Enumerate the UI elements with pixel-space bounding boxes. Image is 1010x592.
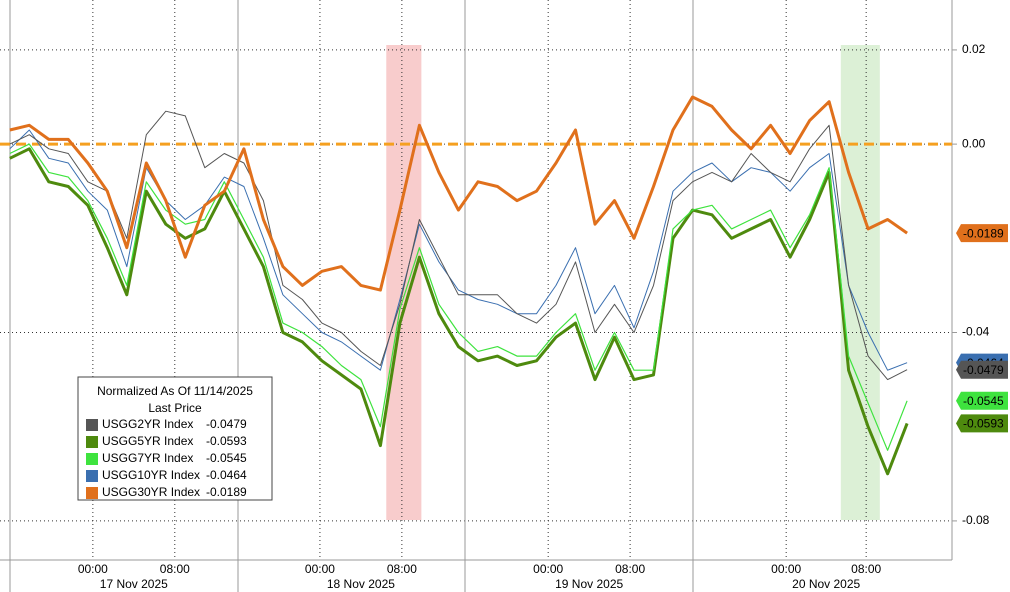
- legend-label: USGG7YR Index: [102, 451, 193, 465]
- legend-value: -0.0189: [206, 485, 247, 499]
- legend-subtitle: Last Price: [148, 401, 202, 415]
- value-tag-label: -0.0189: [963, 226, 1004, 240]
- x-tick-label: 08:00: [387, 562, 417, 576]
- shaded-region: [840, 45, 880, 520]
- series-line: [9, 143, 908, 451]
- axis-labels: 0.02 0.00 -0.04 -0.08 00:00 08:00 00:00 08:00 00…: [78, 42, 990, 591]
- legend-label: USGG5YR Index: [102, 434, 193, 448]
- value-tag-label: -0.0545: [963, 394, 1004, 408]
- lines: [0, 95, 952, 476]
- date-label: 18 Nov 2025: [327, 577, 395, 591]
- date-label: 20 Nov 2025: [792, 577, 860, 591]
- legend-label: USGG30YR Index: [102, 485, 200, 499]
- legend: Normalized As Of 11/14/2025 Last Price U…: [77, 376, 273, 501]
- legend-swatch: [86, 470, 98, 482]
- date-label: 17 Nov 2025: [100, 577, 168, 591]
- x-tick-label: 00:00: [305, 562, 335, 576]
- legend-swatch: [86, 419, 98, 431]
- legend-label: USGG10YR Index: [102, 468, 200, 482]
- x-tick-label: 00:00: [771, 562, 801, 576]
- series-line: [9, 147, 909, 476]
- x-tick-label: 00:00: [78, 562, 108, 576]
- legend-value: -0.0593: [206, 434, 247, 448]
- series-line: [9, 95, 908, 292]
- value-tag: [956, 224, 1008, 243]
- value-tag: [956, 391, 1008, 410]
- legend-box: [77, 376, 273, 501]
- value-tag: [956, 414, 1008, 433]
- x-tick-label: 00:00: [533, 562, 563, 576]
- last-value-tags: -0.0464-0.0479-0.0545-0.0593-0.0189: [956, 224, 1008, 433]
- legend-value: -0.0464: [206, 468, 247, 482]
- y-tick-label: 0.00: [962, 136, 986, 150]
- legend-swatch: [86, 453, 98, 465]
- legend-value: -0.0545: [206, 451, 247, 465]
- y-tick-label: 0.02: [962, 42, 986, 56]
- value-tag-label: -0.0593: [963, 417, 1004, 431]
- x-tick-label: 08:00: [160, 562, 190, 576]
- grid: [0, 0, 957, 560]
- series-line: [9, 110, 908, 381]
- legend-swatch: [86, 436, 98, 448]
- date-label: 19 Nov 2025: [555, 577, 623, 591]
- x-tick-label: 08:00: [615, 562, 645, 576]
- y-tick-label: -0.04: [962, 325, 990, 339]
- y-tick-label: -0.08: [962, 513, 990, 527]
- value-tag: [956, 360, 1008, 379]
- legend-title: Normalized As Of 11/14/2025: [97, 384, 253, 398]
- x-tick-label: 08:00: [851, 562, 881, 576]
- legend-swatch: [86, 487, 98, 499]
- legend-label: USGG2YR Index: [102, 417, 193, 431]
- legend-value: -0.0479: [206, 417, 247, 431]
- value-tag-label: -0.0479: [963, 363, 1004, 377]
